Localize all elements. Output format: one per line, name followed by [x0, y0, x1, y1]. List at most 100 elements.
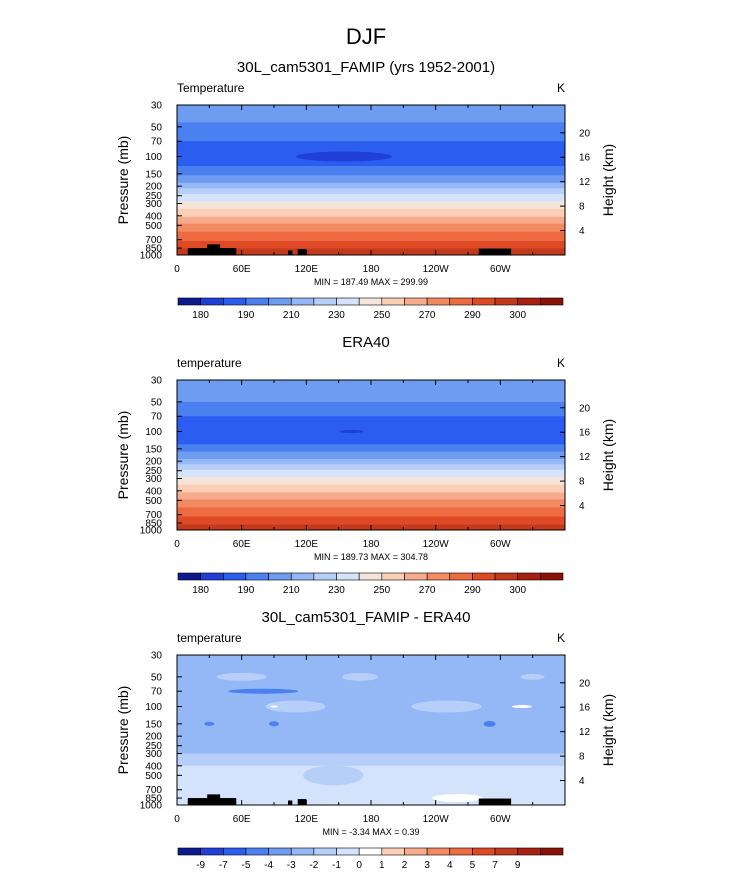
units-label: K	[557, 356, 565, 370]
panel-title: ERA40	[342, 334, 390, 351]
x-tick-label: 180	[363, 814, 380, 825]
contour-band	[177, 193, 565, 202]
colorbar-swatch	[404, 297, 428, 306]
colorbar-swatch	[404, 572, 428, 581]
contour-band	[177, 380, 565, 403]
y-tick-label: 250	[145, 466, 162, 477]
colorbar-label: 190	[238, 310, 255, 321]
panel-title: 30L_cam5301_FAMIP (yrs 1952-2001)	[237, 59, 495, 76]
x-tick-label: 120E	[295, 814, 319, 825]
colorbar-swatch	[381, 572, 405, 581]
colorbar-swatch	[177, 297, 201, 306]
panel-3: 30L_cam5301_FAMIP - ERA40 temperature K 0 60…	[115, 609, 616, 871]
panel-1: 30L_cam5301_FAMIP (yrs 1952-2001) Tempera…	[115, 59, 616, 321]
contour-band	[177, 223, 565, 233]
colorbar-label: 180	[192, 310, 209, 321]
contour-band	[177, 444, 565, 453]
colorbar-label: -9	[196, 860, 205, 871]
contour-band	[177, 188, 565, 195]
y2-tick-label: 16	[579, 153, 591, 164]
contour-band	[177, 655, 565, 754]
colorbar-swatch	[245, 847, 269, 856]
y2-tick-label: 12	[579, 452, 591, 463]
y2-axis-label: Height (km)	[600, 144, 616, 216]
colorbar-swatch	[290, 572, 315, 581]
colorbar-swatch	[290, 297, 315, 306]
colorbar-label: -2	[309, 860, 318, 871]
colorbar-swatch	[517, 572, 541, 581]
colorbar-label: 210	[283, 310, 300, 321]
colorbar-label: 0	[356, 860, 362, 871]
colorbar-label: 3	[424, 860, 430, 871]
contour-band	[177, 458, 565, 465]
colorbar-swatch	[449, 297, 473, 306]
colorbar-label: 230	[328, 310, 345, 321]
y-tick-label: 70	[151, 687, 163, 698]
variable-label: temperature	[177, 356, 242, 370]
x-tick-label: 120E	[295, 539, 319, 550]
y2-tick-label: 20	[579, 403, 591, 414]
topography-mask	[288, 800, 293, 805]
x-tick-label: 120E	[295, 264, 319, 275]
y-tick-label: 100	[145, 427, 162, 438]
contour-band	[177, 201, 565, 210]
colorbar-label: 250	[373, 585, 390, 596]
contour-band	[177, 499, 565, 508]
topography-mask	[207, 794, 221, 805]
contour-band	[177, 469, 565, 478]
anomaly-contour	[483, 720, 496, 727]
min-max-text: MIN = -3.34 MAX = 0.39	[322, 827, 419, 837]
colorbar-label: 180	[192, 585, 209, 596]
y-tick-label: 100	[145, 152, 162, 163]
colorbar-swatch	[381, 847, 405, 856]
y-tick-label: 300	[145, 474, 162, 485]
colorbar-swatch	[177, 847, 201, 856]
y-tick-label: 200	[145, 732, 162, 743]
y-tick-label: 150	[145, 719, 162, 730]
y-tick-label: 300	[145, 749, 162, 760]
y-tick-label: 700	[145, 235, 162, 246]
min-max-text: MIN = 187.49 MAX = 299.99	[314, 277, 428, 287]
y-tick-label: 700	[145, 785, 162, 796]
colorbar-label: 210	[283, 585, 300, 596]
y2-tick-label: 4	[579, 776, 585, 787]
units-label: K	[557, 631, 565, 645]
y2-tick-label: 4	[579, 226, 585, 237]
colorbar-swatch	[358, 847, 383, 856]
contour-band	[177, 507, 565, 518]
plot-area	[177, 105, 565, 255]
y-tick-label: 700	[145, 510, 162, 521]
variable-label: temperature	[177, 631, 242, 645]
colorbar-swatch	[336, 847, 360, 856]
units-label: K	[557, 81, 565, 95]
colorbar-swatch	[336, 572, 360, 581]
colorbar-label: 190	[238, 585, 255, 596]
x-tick-label: 120W	[423, 539, 450, 550]
colorbar-swatch	[177, 572, 201, 581]
colorbar-swatch	[472, 297, 496, 306]
topography-mask	[478, 248, 512, 255]
anomaly-contour	[520, 673, 545, 680]
panel-2: ERA40 temperature K 0 60E 120E 180 120W 60W 30 50 7…	[115, 334, 616, 596]
colorbar-swatch	[313, 847, 337, 856]
y-tick-label: 250	[145, 741, 162, 752]
anomaly-contour	[303, 765, 364, 786]
contour-band	[177, 765, 565, 805]
colorbar-label: 5	[470, 860, 476, 871]
colorbar-label: 290	[464, 310, 481, 321]
contour-band	[177, 484, 565, 493]
panels: 30L_cam5301_FAMIP (yrs 1952-2001) Tempera…	[115, 59, 616, 871]
x-tick-label: 0	[174, 814, 180, 825]
colorbar-swatch	[200, 297, 224, 306]
y-tick-label: 500	[145, 771, 162, 782]
anomaly-contour	[228, 688, 299, 694]
colorbar-swatch	[426, 847, 451, 856]
contour-band	[177, 240, 565, 250]
y-tick-label: 400	[145, 211, 162, 222]
x-tick-label: 120W	[423, 264, 450, 275]
y-axis-label: Pressure (mb)	[115, 136, 131, 225]
y2-tick-label: 16	[579, 703, 591, 714]
x-tick-label: 60W	[490, 539, 511, 550]
colorbar-label: -7	[219, 860, 228, 871]
y2-axis-label: Height (km)	[600, 419, 616, 491]
